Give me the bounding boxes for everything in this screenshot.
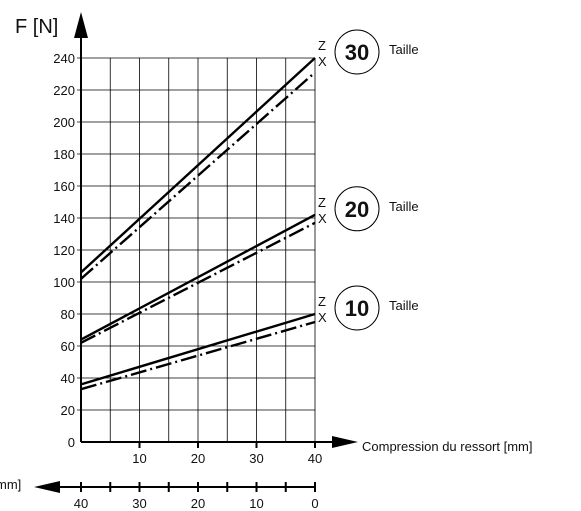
x2-tick-label: 20 [191,496,205,511]
x2-tick-label: 10 [249,496,263,511]
size-caption: Taille [389,298,419,313]
y-tick-label: 40 [61,371,75,386]
size-badge-number: 20 [345,197,369,222]
x-tick-label: 10 [132,451,146,466]
y-tick-label: 120 [53,243,75,258]
size-badge-circle [334,186,380,232]
x2-tick-label: 0 [311,496,318,511]
x-axis-title: Compression du ressort [mm] [362,439,533,454]
y-tick-label: 140 [53,211,75,226]
series-label-x: X [318,211,327,226]
x2-axis-title: mm] [0,477,21,492]
series-lines [80,57,316,391]
series-label-z: Z [318,195,326,210]
size-caption: Taille [389,42,419,57]
x-tick-label: 20 [191,451,205,466]
x2-tick-label: 30 [132,496,146,511]
y-tick-label: 20 [61,403,75,418]
series-line-10-x [80,320,316,391]
y-tick-label: 180 [53,147,75,162]
x-axis-arrow [332,436,358,448]
y-tick-label: 160 [53,179,75,194]
grid [77,57,316,442]
series-label-z: Z [318,38,326,53]
x-tick-label: 30 [249,451,263,466]
size-badge-number: 10 [345,296,369,321]
y-tick-label: 80 [61,307,75,322]
size-badge-circle [334,285,380,331]
y-tick-label: 200 [53,115,75,130]
y-tick-label: 100 [53,275,75,290]
size-caption: Taille [389,199,419,214]
axes [34,12,358,493]
series-line-30-z [80,57,316,274]
y-axis-title: F [N] [15,16,58,38]
series-line-20-z [80,213,316,341]
x2-axis-arrow [34,481,60,493]
y-tick-label: 220 [53,83,75,98]
size-badge-number: 30 [345,40,369,65]
series-label-x: X [318,310,327,325]
size-badge-circle [334,29,380,75]
x2-tick-label: 40 [74,496,88,511]
series-line-10-z [80,312,316,386]
series-line-20-x [80,221,316,344]
y-tick-label: 60 [61,339,75,354]
y-tick-label: 240 [53,51,75,66]
y-axis-arrow [74,12,88,38]
series-label-z: Z [318,294,326,309]
y-tick-label: 0 [68,435,75,450]
series-line-30-x [80,71,316,280]
series-label-x: X [318,54,327,69]
x-tick-label: 40 [308,451,322,466]
